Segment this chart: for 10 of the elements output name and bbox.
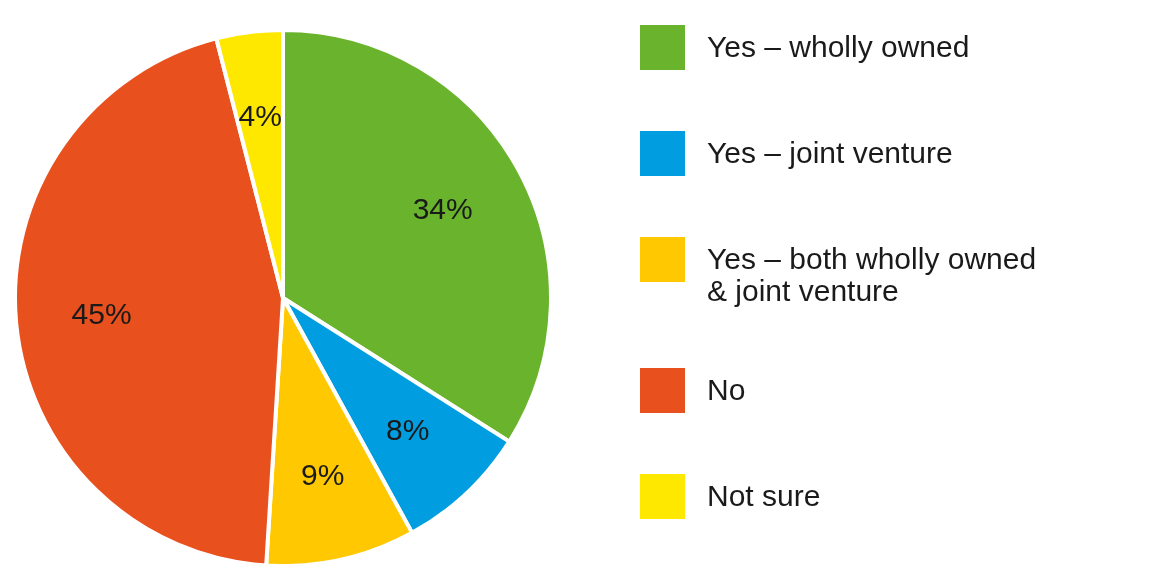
- legend-label: Yes – wholly owned: [707, 29, 970, 63]
- legend-label: Yes – both wholly owned & joint venture: [707, 241, 1037, 307]
- data-label: 8%: [386, 412, 430, 446]
- legend-label: No: [707, 372, 746, 406]
- legend-label: Yes – joint venture: [707, 135, 953, 169]
- data-label: 45%: [71, 297, 132, 331]
- legend-label: Not sure: [707, 478, 821, 512]
- data-label: 4%: [238, 99, 282, 133]
- data-label: 9%: [301, 457, 345, 491]
- data-label: 34%: [412, 192, 473, 226]
